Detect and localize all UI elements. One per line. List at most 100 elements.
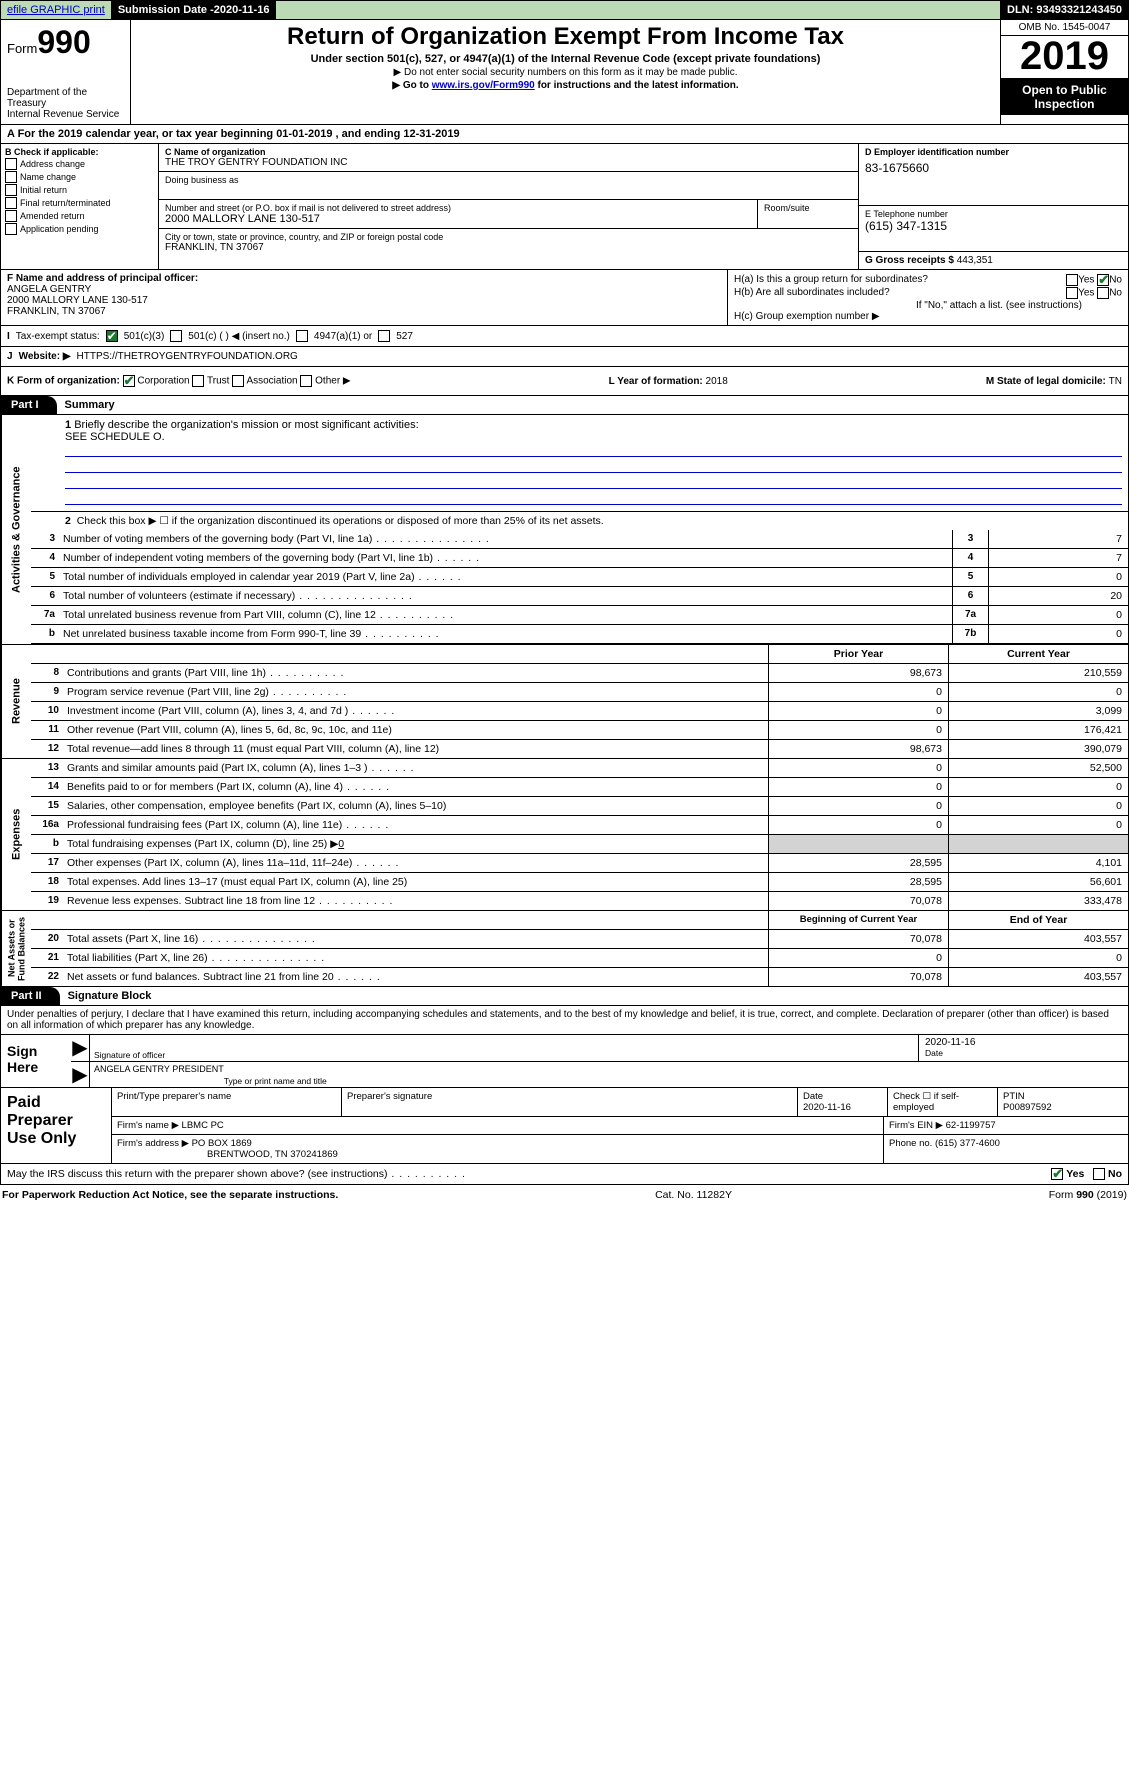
chk-4947[interactable] — [296, 330, 308, 342]
block-bcd: B Check if applicable: Address change Na… — [0, 144, 1129, 270]
telephone: (615) 347-1315 — [865, 219, 1122, 233]
exp-14-curr: 0 — [948, 778, 1128, 796]
paid-preparer-block: Paid Preparer Use Only Print/Type prepar… — [0, 1088, 1129, 1164]
exp-19-prior: 70,078 — [768, 892, 948, 910]
chk-assoc[interactable] — [232, 375, 244, 387]
group-return: H(a) Is this a group return for subordin… — [728, 270, 1128, 325]
chk-501c3[interactable] — [106, 330, 118, 342]
chk-527[interactable] — [378, 330, 390, 342]
chk-other[interactable] — [300, 375, 312, 387]
may-discuss-row: May the IRS discuss this return with the… — [0, 1164, 1129, 1185]
firm-ein: Firm's EIN ▶ 62-1199757 — [884, 1117, 1128, 1134]
na-21-end: 0 — [948, 949, 1128, 967]
tax-year: 2019 — [1001, 36, 1128, 79]
exp-17-curr: 4,101 — [948, 854, 1128, 872]
na-22-end: 403,557 — [948, 968, 1128, 986]
row-k-form-org: K Form of organization: Corporation Trus… — [0, 367, 1129, 396]
part-ii-header: Part II Signature Block — [0, 987, 1129, 1006]
exp-18-curr: 56,601 — [948, 873, 1128, 891]
form-subtitle: Under section 501(c), 527, or 4947(a)(1)… — [139, 53, 992, 65]
row-tax-exempt: I Tax-exempt status: 501(c)(3) 501(c) ( … — [0, 326, 1129, 347]
firm-name: Firm's name ▶ LBMC PC — [112, 1117, 884, 1134]
signature-field[interactable]: Signature of officer — [89, 1035, 918, 1061]
chk-corp[interactable] — [123, 375, 135, 387]
rev-8-curr: 210,559 — [948, 664, 1128, 682]
ptin: PTINP00897592 — [998, 1088, 1128, 1116]
sign-date: 2020-11-16Date — [918, 1035, 1128, 1061]
chk-address-change[interactable] — [5, 158, 17, 170]
exp-18-prior: 28,595 — [768, 873, 948, 891]
perjury-statement: Under penalties of perjury, I declare th… — [1, 1006, 1128, 1035]
revenue-section: Revenue Prior YearCurrent Year 8Contribu… — [0, 644, 1129, 758]
firm-phone: Phone no. (615) 377-4600 — [884, 1135, 1128, 1163]
footer: For Paperwork Reduction Act Notice, see … — [0, 1185, 1129, 1205]
chk-final-return[interactable] — [5, 197, 17, 209]
na-20-begin: 70,078 — [768, 930, 948, 948]
chk-ha-no[interactable] — [1097, 274, 1109, 286]
open-to-public: Open to Public Inspection — [1001, 79, 1128, 115]
ein: 83-1675660 — [865, 161, 1122, 175]
row-website: J Website: ▶ HTTPS://THETROYGENTRYFOUNDA… — [0, 347, 1129, 367]
val-7a: 0 — [988, 606, 1128, 624]
exp-17-prior: 28,595 — [768, 854, 948, 872]
chk-ha-yes[interactable] — [1066, 274, 1078, 286]
principal-officer: F Name and address of principal officer:… — [1, 270, 728, 325]
arrow-icon: ▶ — [71, 1035, 89, 1061]
exp-13-prior: 0 — [768, 759, 948, 777]
rev-10-prior: 0 — [768, 702, 948, 720]
exp-16a-curr: 0 — [948, 816, 1128, 834]
part-i-header: Part I Summary — [0, 396, 1129, 415]
net-assets-section: Net Assets or Fund Balances Beginning of… — [0, 910, 1129, 987]
website-url: HTTPS://THETROYGENTRYFOUNDATION.ORG — [77, 351, 298, 362]
irs-link[interactable]: www.irs.gov/Form990 — [432, 80, 535, 91]
form-number: Form990 — [7, 24, 124, 61]
rev-12-prior: 98,673 — [768, 740, 948, 758]
chk-initial-return[interactable] — [5, 184, 17, 196]
org-name: THE TROY GENTRY FOUNDATION INC — [165, 157, 852, 168]
val-6: 20 — [988, 587, 1128, 605]
na-22-begin: 70,078 — [768, 968, 948, 986]
exp-14-prior: 0 — [768, 778, 948, 796]
chk-hb-no[interactable] — [1097, 287, 1109, 299]
org-city: FRANKLIN, TN 37067 — [165, 242, 852, 253]
chk-application-pending[interactable] — [5, 223, 17, 235]
gross-receipts: 443,351 — [957, 255, 993, 266]
val-3: 7 — [988, 530, 1128, 548]
chk-amended[interactable] — [5, 210, 17, 222]
block-fh: F Name and address of principal officer:… — [0, 270, 1129, 326]
chk-hb-yes[interactable] — [1066, 287, 1078, 299]
signature-block: Under penalties of perjury, I declare th… — [0, 1006, 1129, 1088]
chk-trust[interactable] — [192, 375, 204, 387]
exp-13-curr: 52,500 — [948, 759, 1128, 777]
sign-here-label: Sign Here — [1, 1035, 71, 1087]
rev-10-curr: 3,099 — [948, 702, 1128, 720]
exp-15-curr: 0 — [948, 797, 1128, 815]
org-street: 2000 MALLORY LANE 130-517 — [165, 213, 751, 225]
arrow-icon: ▶ — [71, 1062, 89, 1087]
rev-12-curr: 390,079 — [948, 740, 1128, 758]
note-goto: ▶ Go to www.irs.gov/Form990 for instruct… — [139, 80, 992, 91]
chk-self-employed[interactable]: Check ☐ if self-employed — [888, 1088, 998, 1116]
chk-501c[interactable] — [170, 330, 182, 342]
officer-name: ANGELA GENTRY PRESIDENTType or print nam… — [89, 1062, 1128, 1087]
na-21-begin: 0 — [768, 949, 948, 967]
exp-19-curr: 333,478 — [948, 892, 1128, 910]
activities-governance-section: Activities & Governance 1 Briefly descri… — [0, 415, 1129, 644]
line-1-mission: 1 Briefly describe the organization's mi… — [31, 415, 1128, 512]
chk-name-change[interactable] — [5, 171, 17, 183]
efile-graphic-link[interactable]: efile GRAPHIC print — [1, 1, 112, 19]
line-2-discontinued: 2 Check this box ▶ ☐ if the organization… — [31, 512, 1128, 530]
col-d-ein-tel: D Employer identification number 83-1675… — [858, 144, 1128, 269]
rev-9-curr: 0 — [948, 683, 1128, 701]
val-7b: 0 — [988, 625, 1128, 643]
form-title: Return of Organization Exempt From Incom… — [139, 23, 992, 51]
val-5: 0 — [988, 568, 1128, 586]
year-formation: 2018 — [706, 376, 728, 387]
state-domicile: TN — [1109, 376, 1122, 387]
chk-discuss-yes[interactable] — [1051, 1168, 1063, 1180]
rev-9-prior: 0 — [768, 683, 948, 701]
na-20-end: 403,557 — [948, 930, 1128, 948]
row-a-tax-year: A For the 2019 calendar year, or tax yea… — [0, 125, 1129, 144]
chk-discuss-no[interactable] — [1093, 1168, 1105, 1180]
dln: DLN: 93493321243450 — [1001, 1, 1128, 19]
